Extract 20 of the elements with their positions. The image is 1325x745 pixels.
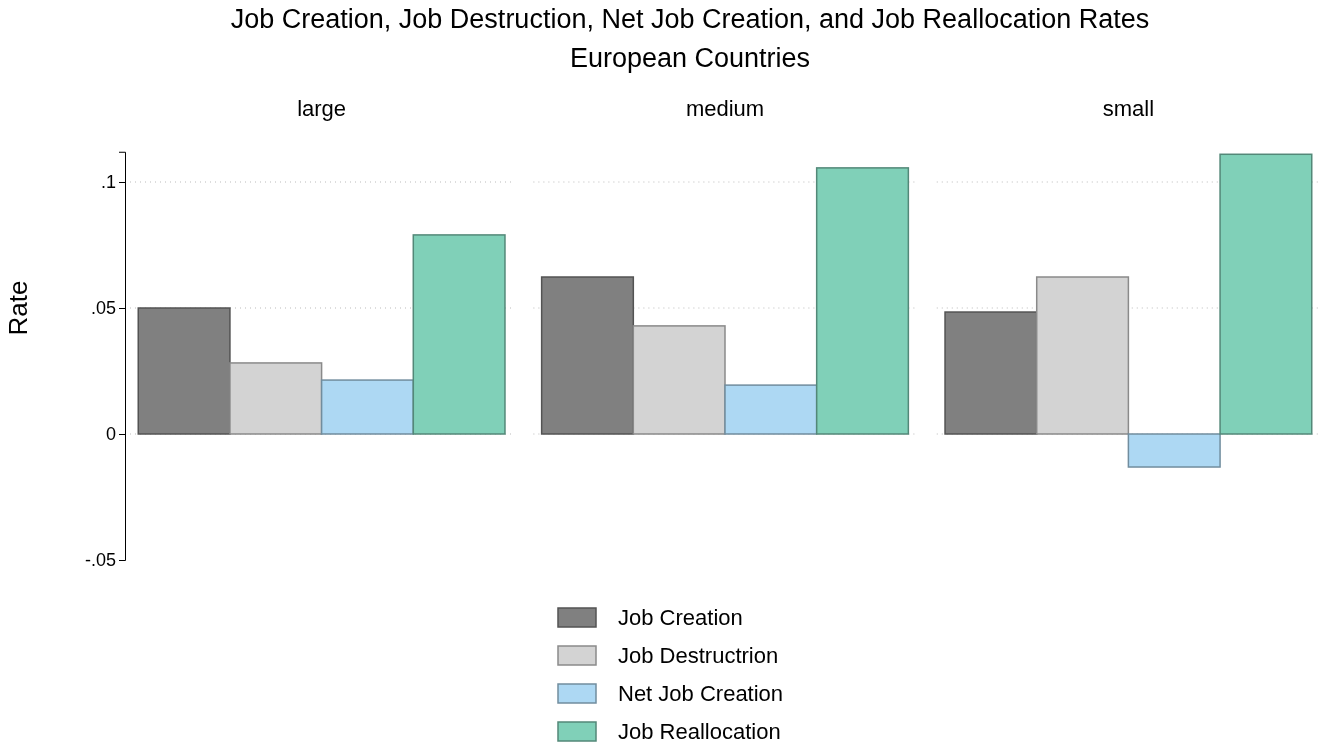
y-tick-label: -.05	[84, 550, 116, 571]
bar	[1219, 153, 1313, 435]
chart-title: Job Creation, Job Destruction, Net Job Creation, and Job Reallocation Rates	[230, 4, 1150, 34]
y-tick-label: .1	[100, 172, 116, 193]
legend-label: Job Reallocation	[618, 719, 781, 744]
legend-label: Job Creation	[618, 605, 743, 630]
x-tick-label: large	[297, 96, 347, 121]
y-tick-label: .05	[90, 298, 116, 319]
legend-label: Net Job Creation	[618, 681, 784, 706]
x-tick-label: medium	[685, 96, 765, 121]
y-axis-title: Rate	[3, 280, 33, 336]
bar	[320, 379, 415, 435]
y-tick-label: 0	[105, 424, 116, 445]
bar	[815, 167, 910, 435]
bar	[1127, 433, 1221, 468]
x-tick-label: small	[1102, 96, 1155, 121]
legend-label: Job Destructrion	[618, 643, 779, 668]
bar	[412, 234, 506, 435]
chart-subtitle: European Countries	[569, 43, 811, 73]
bar	[724, 384, 818, 435]
